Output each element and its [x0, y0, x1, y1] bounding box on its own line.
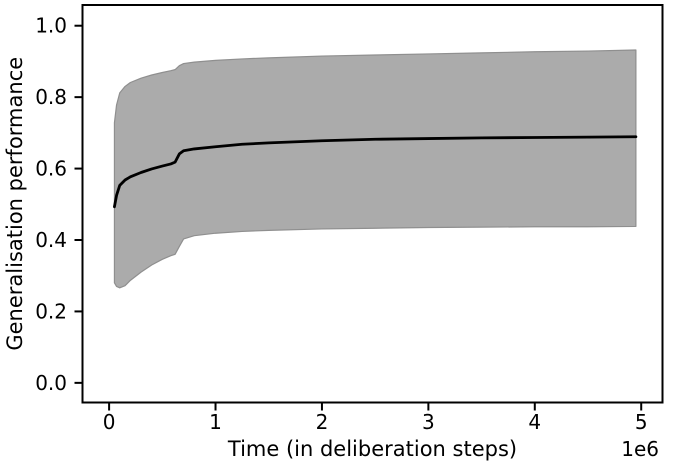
- y-axis-ticks: 0.0 0.2 0.4 0.6 0.8 1.0: [35, 14, 83, 395]
- x-tick-label: 2: [316, 410, 329, 434]
- x-axis-offset-label: 1e6: [621, 437, 659, 461]
- x-tick-label: 3: [422, 410, 435, 434]
- y-tick-label: 0.4: [35, 228, 67, 252]
- x-tick-label: 1: [209, 410, 222, 434]
- y-tick-label: 0.6: [35, 157, 67, 181]
- y-tick-label: 0.8: [35, 85, 67, 109]
- x-axis-ticks: 0 1 2 3 4 5: [103, 402, 648, 434]
- x-tick-label: 0: [103, 410, 116, 434]
- plot-area-spines: [81, 4, 664, 404]
- y-axis-label: Generalisation performance: [3, 57, 27, 351]
- y-tick-label: 0.2: [35, 299, 67, 323]
- mean-line: [113, 135, 638, 209]
- x-tick-label: 4: [528, 410, 541, 434]
- y-tick-label: 1.0: [35, 14, 67, 38]
- confidence-band: [113, 49, 637, 289]
- x-tick-label: 5: [635, 410, 648, 434]
- x-axis-label: Time (in deliberation steps): [227, 437, 517, 461]
- y-tick-label: 0.0: [35, 371, 67, 395]
